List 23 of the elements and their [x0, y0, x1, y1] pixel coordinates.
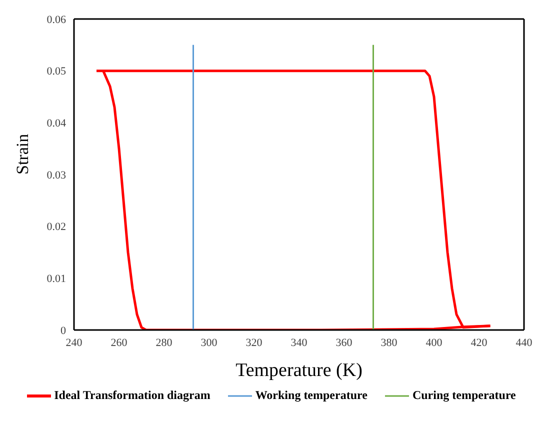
- x-tick-label: 340: [290, 336, 308, 349]
- x-tick-label: 280: [156, 336, 173, 349]
- y-tick-label: 0.02: [46, 221, 66, 234]
- y-tick-label: 0.04: [46, 118, 66, 130]
- y-tick-label: 0.01: [46, 273, 66, 286]
- legend-label: Ideal Transformation diagram: [54, 388, 210, 403]
- y-axis-title: Strain: [13, 133, 32, 174]
- x-tick-label: 320: [246, 336, 263, 349]
- x-axis-title: Temperature (K): [236, 360, 362, 381]
- x-tick-label: 400: [426, 336, 443, 349]
- x-tick-label: 360: [336, 336, 353, 349]
- x-tick-label: 300: [200, 336, 218, 349]
- x-tick-label: 260: [110, 336, 128, 349]
- legend-label: Curing temperature: [412, 388, 516, 403]
- x-tick-label: 440: [516, 336, 533, 349]
- y-tick-label: 0.03: [46, 169, 66, 182]
- x-tick-label: 380: [380, 336, 398, 349]
- y-tick-label: 0.06: [46, 14, 66, 26]
- x-tick-label: 420: [470, 336, 488, 349]
- y-tick-label: 0: [60, 324, 66, 337]
- legend-label: Working temperature: [255, 388, 368, 403]
- y-tick-label: 0.05: [46, 66, 66, 78]
- x-tick-label: 240: [66, 336, 83, 349]
